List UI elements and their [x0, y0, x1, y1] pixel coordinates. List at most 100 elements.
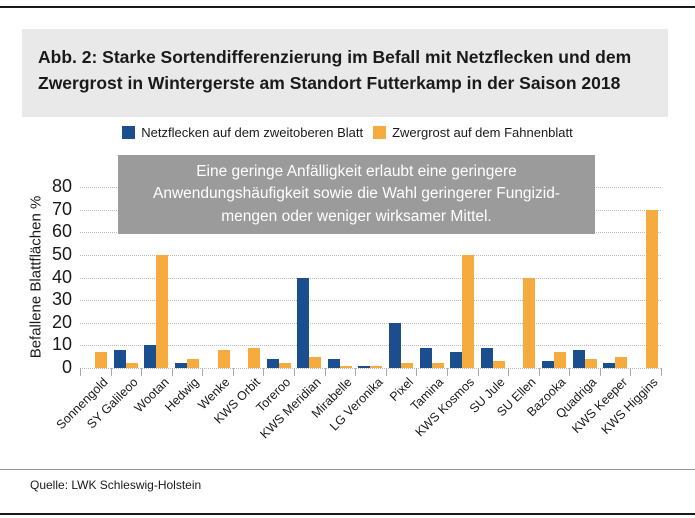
x-axis-tick	[294, 368, 296, 376]
zwergrost-bar	[401, 363, 414, 368]
bar-group: KWS Kosmos	[413, 187, 478, 439]
figure-title-line-2: Zwergrost in Wintergerste am Standort Fu…	[38, 73, 621, 94]
gridline	[80, 254, 661, 256]
x-axis-tick	[141, 368, 143, 376]
y-tick-label: 70	[51, 198, 72, 219]
zwergrost-bar	[125, 363, 138, 368]
netzflecken-bar	[419, 347, 432, 368]
x-axis-tick	[385, 368, 387, 376]
bar-group: Bazooka	[525, 187, 570, 419]
bar-group: SY Galileoo	[84, 187, 142, 431]
netzflecken-color-swatch-icon	[122, 126, 136, 139]
x-axis-tick	[599, 368, 601, 376]
netzflecken-bar	[358, 365, 371, 368]
x-axis-tick	[80, 368, 81, 376]
gridline	[80, 300, 661, 302]
zwergrost-bar	[370, 365, 383, 368]
bar-group: Mirabelle	[309, 187, 356, 421]
netzflecken-bar	[144, 345, 157, 368]
x-axis-tick	[324, 368, 326, 376]
legend-label-netzflecken: Netzflecken auf dem zweitoberen Blatt	[141, 125, 364, 140]
zwergrost-bar	[156, 254, 169, 368]
x-axis-tick	[569, 368, 571, 376]
x-axis-tick	[538, 368, 540, 376]
top-border-rule	[0, 6, 695, 8]
netzflecken-bar	[603, 363, 616, 368]
netzflecken-bar	[480, 347, 493, 368]
legend-item-netzflecken: Netzflecken auf dem zweitoberen Blatt	[122, 125, 363, 140]
x-axis-tick	[508, 368, 510, 376]
zwergrost-bar	[339, 365, 352, 368]
netzflecken-bar	[541, 361, 554, 368]
bottom-border-rule	[0, 513, 695, 515]
legend-item-zwergrost: Zwergrost auf dem Fahnenblatt	[373, 125, 573, 140]
bar-group: Toreroo	[254, 187, 294, 415]
annotation-line-1: Eine geringe Anfälligkeit erlaubt eine g…	[196, 163, 517, 180]
bar-group: LG Veronika	[327, 187, 386, 434]
bar-group: KWS Meridian	[258, 187, 325, 441]
y-tick-label: 50	[51, 243, 72, 264]
x-axis-tick	[446, 368, 448, 376]
bar-group: SU Jule	[467, 187, 509, 416]
x-axis-tick	[661, 368, 662, 376]
zwergrost-bar	[95, 352, 108, 368]
x-axis-tick	[171, 368, 173, 376]
bar-group: Wootan	[131, 187, 172, 415]
bar-group: KWS Higgins	[599, 187, 661, 437]
zwergrost-bar	[645, 209, 658, 368]
y-tick-label: 60	[51, 221, 72, 242]
legend-label-zwergrost: Zwergrost auf dem Fahnenblatt	[392, 125, 573, 140]
netzflecken-bar	[572, 349, 585, 368]
zwergrost-bar	[523, 277, 536, 368]
zwergrost-color-swatch-icon	[373, 126, 387, 139]
bar-group: SU Ellen	[494, 187, 539, 419]
gridline	[80, 322, 661, 324]
zwergrost-bar	[615, 356, 628, 368]
bar-group: Hedwig	[163, 187, 203, 414]
annotation-box: Eine geringe Anfälligkeit erlaubt eine g…	[118, 155, 595, 235]
figure-title-line-1: Abb. 2: Starke Sortendifferenzierung im …	[38, 47, 632, 67]
x-axis-tick	[416, 368, 418, 376]
zwergrost-bar	[278, 363, 291, 368]
netzflecken-bar	[266, 358, 279, 368]
x-axis-tick	[263, 368, 265, 376]
annotation-line-2: Anwendungshäufigkeit sowie die Wahl geri…	[153, 185, 560, 203]
annotation-line-3: mengen oder weniger wirksamer Mittel.	[221, 207, 492, 225]
bar-group: Tamina	[408, 187, 447, 413]
y-tick-label: 0	[61, 357, 72, 378]
zwergrost-bar	[309, 356, 322, 368]
zwergrost-bar	[187, 358, 200, 368]
figure-title-box: Abb. 2: Starke Sortendifferenzierung im …	[22, 29, 668, 117]
netzflecken-bar	[450, 352, 463, 368]
zwergrost-bar	[492, 361, 505, 368]
x-axis-tick	[630, 368, 632, 376]
netzflecken-bar	[297, 277, 310, 368]
zwergrost-bar	[584, 358, 597, 368]
x-axis-tick	[202, 368, 204, 376]
bar-group: Quadriga	[553, 187, 600, 421]
bar-group: Wenke	[195, 187, 233, 412]
netzflecken-bar	[389, 322, 402, 368]
x-axis-tick	[477, 368, 479, 376]
y-tick-label: 80	[51, 176, 72, 197]
source-text: Quelle: LWK Schleswig-Holstein	[30, 478, 202, 492]
zwergrost-bar	[217, 349, 230, 368]
y-tick-label: 30	[51, 289, 72, 310]
chart-legend: Netzflecken auf dem zweitoberen Blatt Zw…	[0, 125, 695, 140]
x-axis-tick	[110, 368, 112, 376]
netzflecken-bar	[113, 349, 126, 368]
gridline	[80, 345, 661, 347]
zwergrost-bar	[462, 254, 475, 368]
netzflecken-bar	[175, 363, 188, 368]
x-axis-tick	[232, 368, 234, 376]
bar-group: Sonnengold	[53, 187, 111, 432]
source-divider-rule	[0, 469, 695, 470]
y-tick-label: 40	[51, 266, 72, 287]
zwergrost-bar	[248, 347, 261, 368]
gridline	[80, 277, 661, 279]
bar-group: KWS Keeper	[569, 187, 631, 436]
y-tick-label: 10	[51, 334, 72, 355]
gridline	[80, 368, 661, 369]
bar-group: Pixel	[386, 187, 417, 404]
zwergrost-bar	[553, 352, 566, 368]
